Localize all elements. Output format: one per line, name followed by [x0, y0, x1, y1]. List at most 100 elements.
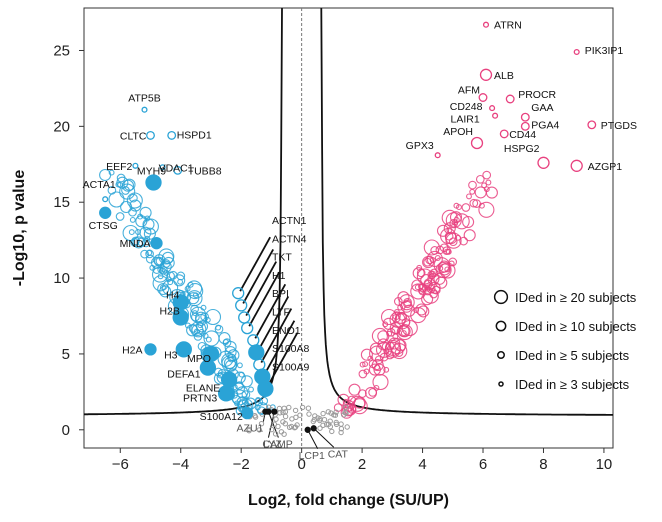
background-points-layer	[99, 168, 498, 437]
background-point	[475, 174, 485, 184]
label-actn4: ACTN4	[272, 233, 307, 245]
background-point	[142, 218, 159, 235]
label-lyz: LYZ	[263, 439, 282, 451]
background-point	[259, 396, 269, 406]
threshold-curve-right	[320, 7, 613, 416]
background-point	[248, 386, 254, 393]
background-point	[116, 173, 126, 183]
background-point-ns	[282, 421, 288, 427]
background-point	[205, 336, 212, 343]
background-point	[132, 236, 145, 249]
background-point	[410, 307, 427, 324]
background-point	[423, 257, 432, 267]
label-eef2: EEF2	[106, 161, 132, 173]
background-point	[221, 353, 238, 370]
label-bpi: BPI	[272, 288, 289, 300]
label-lcp1: LCP1	[299, 450, 325, 462]
x-tick-label: 2	[358, 456, 366, 473]
background-point-ns	[327, 418, 333, 424]
background-point	[469, 198, 479, 208]
background-point-ns	[273, 416, 279, 422]
background-point-ns	[252, 414, 259, 420]
background-point-ns	[282, 413, 289, 420]
background-point-ns	[343, 404, 349, 410]
y-axis-title: -Log10, p value	[11, 170, 28, 287]
background-point	[202, 332, 209, 339]
background-point	[152, 265, 162, 274]
background-point	[184, 322, 191, 329]
background-point	[342, 398, 349, 405]
point-gpx3	[434, 152, 441, 159]
background-point	[453, 213, 470, 230]
background-point	[363, 368, 370, 375]
background-point	[186, 280, 203, 297]
background-point	[141, 238, 151, 248]
background-point	[456, 204, 462, 211]
point-s100a9	[257, 380, 274, 397]
background-point	[468, 180, 477, 190]
point-tkt	[238, 311, 251, 324]
background-point	[472, 199, 481, 208]
y-tick-label: 20	[53, 118, 70, 135]
label-acta1: ACTA1	[83, 179, 116, 191]
point-tubb8	[173, 165, 183, 175]
background-point	[373, 363, 386, 376]
point-s100a12	[241, 406, 254, 420]
label-cd248: CD248	[450, 101, 483, 113]
background-point	[187, 281, 194, 288]
background-point	[360, 348, 373, 361]
label-s100a8: S100A8	[272, 343, 310, 355]
label-afm: AFM	[458, 85, 480, 97]
background-point-ns	[320, 410, 326, 417]
background-point	[236, 386, 249, 399]
label-ptgds: PTGDS	[601, 120, 637, 132]
y-tick-label: 25	[53, 42, 70, 59]
background-point-ns	[329, 428, 335, 435]
background-point	[240, 375, 253, 388]
background-point	[485, 186, 498, 199]
background-point	[159, 285, 172, 298]
background-point	[400, 300, 413, 313]
background-point-ns	[331, 412, 337, 418]
label-pik3ip1: PIK3IP1	[585, 45, 624, 57]
background-point	[149, 264, 156, 271]
x-tick-label: 6	[479, 456, 487, 473]
x-tick-label: 0	[297, 456, 305, 473]
chart-lines-layer	[79, 7, 614, 453]
point-lyz	[265, 408, 272, 415]
label-defa1: DEFA1	[167, 369, 200, 381]
background-point	[122, 224, 139, 242]
background-point	[398, 294, 415, 311]
background-point	[439, 243, 449, 253]
x-tick-label: 10	[596, 456, 613, 473]
label-lair1: LAIR1	[451, 114, 480, 126]
point-atrn	[482, 21, 490, 28]
point-gaa	[520, 112, 530, 122]
background-point-ns	[272, 431, 279, 437]
label-procr: PROCR	[518, 89, 556, 101]
background-point	[436, 224, 450, 237]
background-point	[482, 170, 492, 180]
point-eef2	[132, 162, 139, 169]
background-point	[195, 320, 209, 333]
background-point	[129, 216, 136, 223]
background-point	[115, 212, 125, 221]
labeled-points-layer	[99, 21, 597, 433]
background-point	[128, 229, 135, 236]
x-tick-label: −4	[172, 456, 189, 473]
background-point	[410, 283, 427, 300]
point-defa1	[199, 359, 217, 376]
point-eno1	[253, 358, 266, 371]
background-point	[227, 349, 240, 362]
background-point	[232, 394, 241, 404]
background-point	[348, 383, 361, 396]
background-point	[368, 363, 381, 376]
background-point	[442, 246, 452, 256]
label-prtn3: PRTN3	[183, 392, 217, 404]
x-tick-label: 4	[418, 456, 426, 473]
background-point	[379, 352, 389, 362]
background-point	[224, 340, 237, 353]
background-point	[435, 245, 445, 255]
background-point	[427, 270, 437, 280]
